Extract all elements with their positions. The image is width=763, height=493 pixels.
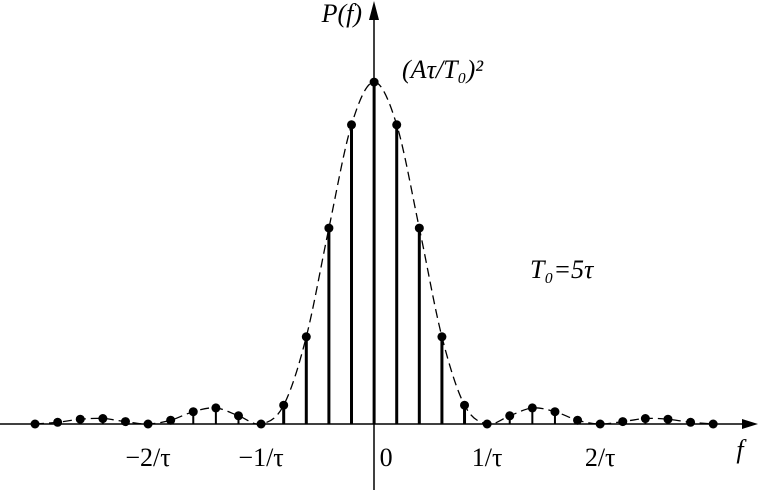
point: [53, 417, 63, 427]
point: [120, 417, 130, 427]
point: [30, 419, 40, 429]
point: [437, 332, 447, 342]
x-tick-label: 2/τ: [585, 443, 616, 472]
point: [550, 407, 560, 417]
point: [98, 414, 108, 424]
point: [482, 419, 492, 429]
point: [143, 419, 153, 429]
point: [708, 419, 718, 429]
point: [301, 332, 311, 342]
point: [640, 414, 650, 424]
point: [256, 419, 266, 429]
point: [75, 414, 85, 424]
y-axis-label: P(f): [321, 0, 362, 28]
x-tick-label: 0: [380, 443, 393, 472]
peak-annotation: (Aτ/T₀)²: [402, 55, 484, 84]
point: [392, 120, 402, 130]
point: [233, 411, 243, 421]
point: [347, 120, 357, 130]
point: [369, 77, 379, 87]
point: [505, 411, 515, 421]
point: [573, 415, 583, 425]
period-annotation: T₀=5τ: [530, 255, 595, 284]
point: [211, 403, 221, 413]
point: [527, 403, 537, 413]
point: [663, 414, 673, 424]
x-axis-label: f: [736, 435, 747, 464]
point: [279, 400, 289, 410]
x-tick-label: −1/τ: [238, 443, 283, 472]
point: [188, 407, 198, 417]
y-axis-arrow: [369, 1, 379, 20]
point: [595, 419, 605, 429]
x-tick-label: 1/τ: [472, 443, 503, 472]
x-axis-arrow: [742, 419, 758, 429]
point: [460, 400, 470, 410]
x-tick-label: −2/τ: [125, 443, 170, 472]
point: [414, 223, 424, 233]
point: [324, 223, 334, 233]
point: [686, 417, 696, 427]
point: [618, 417, 628, 427]
point: [166, 415, 176, 425]
